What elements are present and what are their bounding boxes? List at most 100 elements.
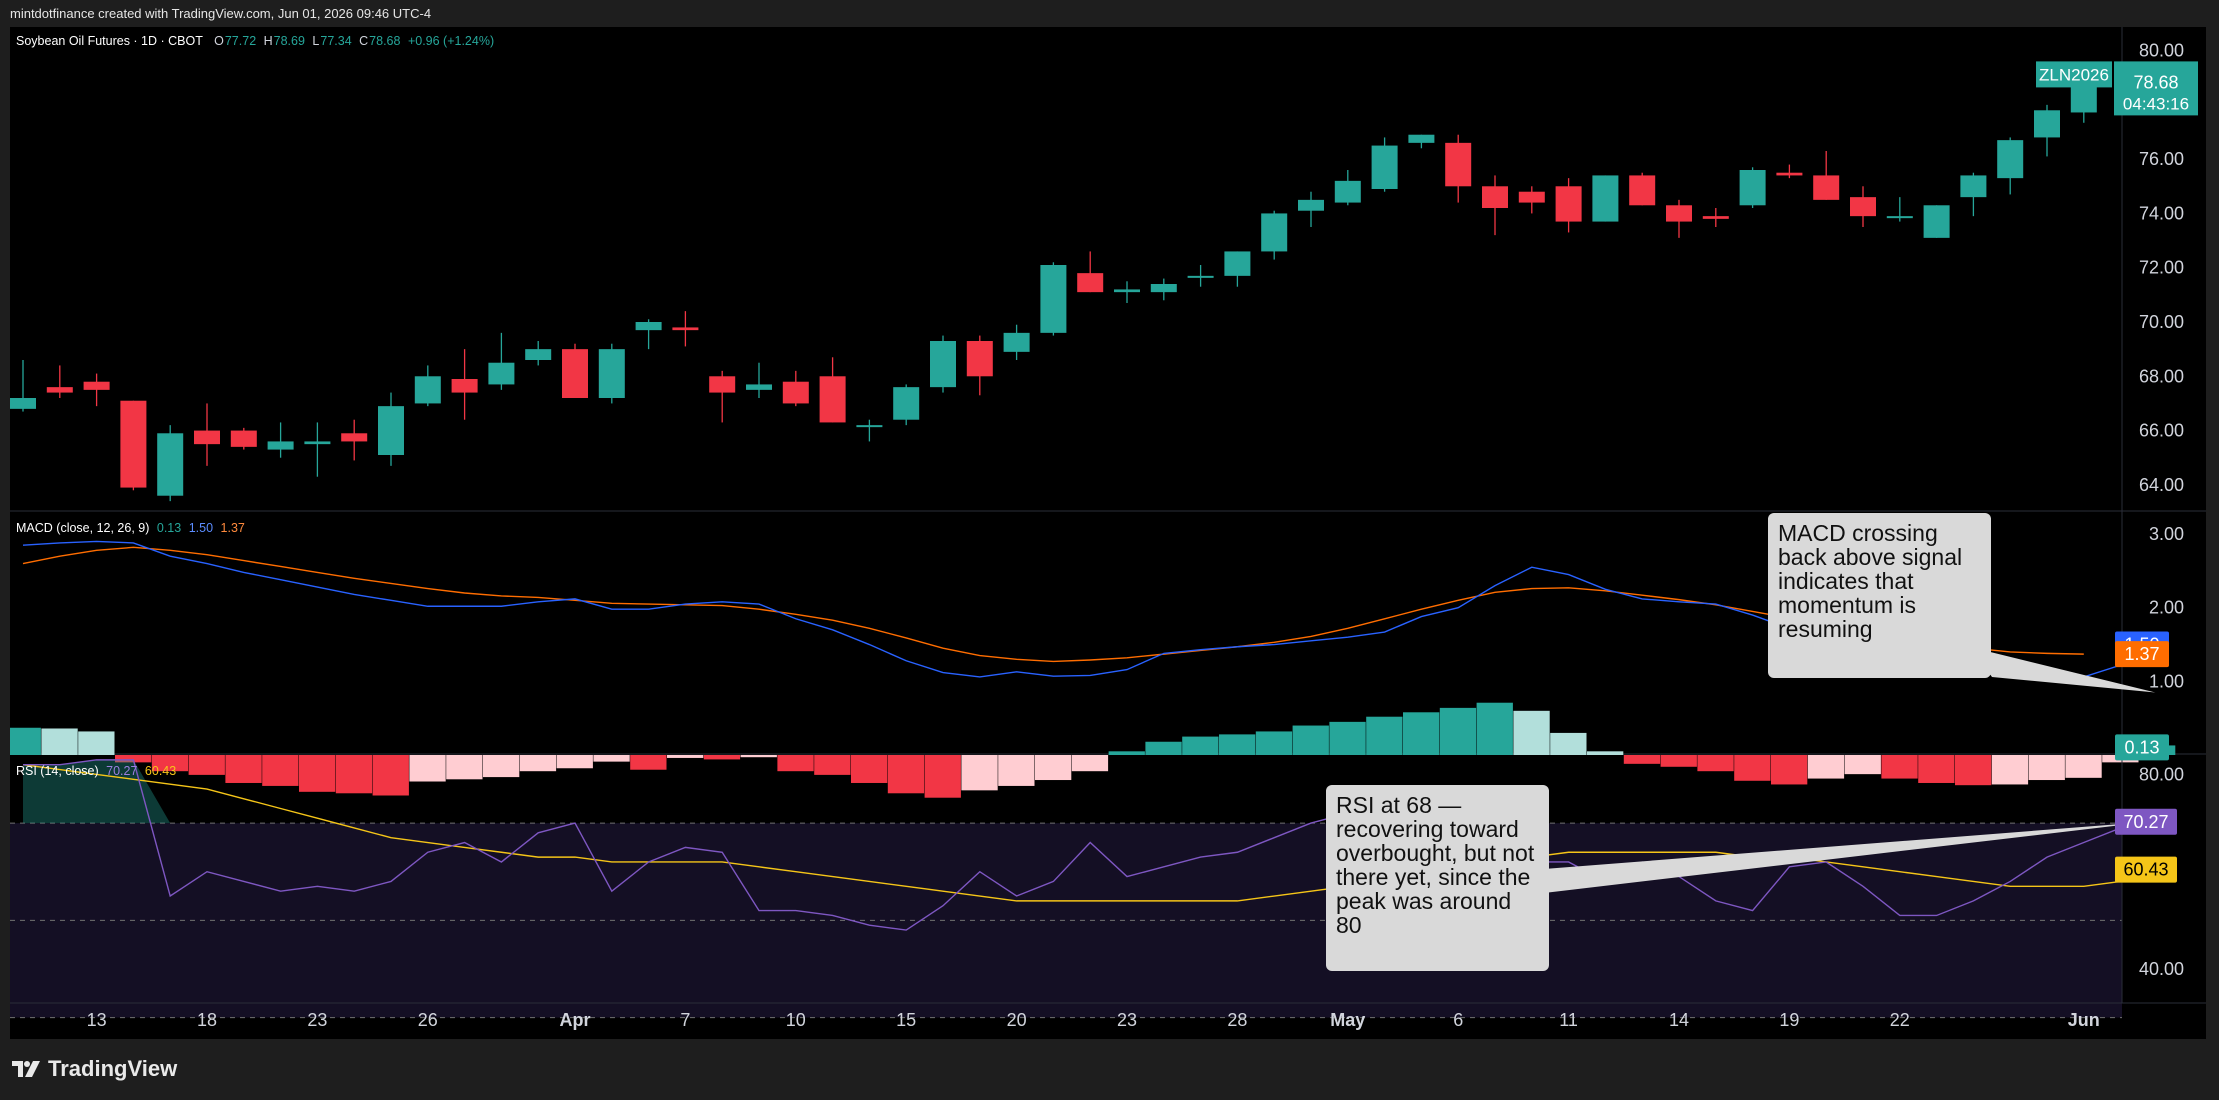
time-axis-label: 23	[307, 1010, 327, 1030]
chart-canvas[interactable]: 64.0066.0068.0070.0072.0074.0076.0078.00…	[10, 27, 2206, 1039]
candle-body	[1114, 289, 1140, 293]
candle-body	[267, 441, 294, 450]
macd-title: MACD (close, 12, 26, 9)	[16, 521, 150, 535]
hist-value-tag-text: 0.13	[2124, 737, 2159, 757]
candle-body	[930, 341, 956, 388]
rsi-value-tag	[2115, 808, 2177, 835]
candle-body	[1592, 175, 1619, 222]
tradingview-footer[interactable]: TradingView	[12, 1056, 177, 1082]
macd-annotation[interactable]: MACD crossing back above signal indicate…	[1768, 513, 1991, 678]
candle-body	[1666, 205, 1692, 222]
last-price-tag	[2114, 61, 2198, 116]
time-axis-label: 15	[896, 1010, 916, 1030]
close-value: 78.68	[369, 34, 401, 48]
macd-histogram-bar	[1071, 755, 1109, 772]
macd-histogram-bar	[887, 755, 925, 794]
rsi-title: RSI (14, close)	[16, 764, 99, 778]
high-value: 78.69	[273, 34, 305, 48]
candle-body	[635, 322, 662, 331]
candle-body	[1261, 213, 1288, 252]
rsi-ma-value: 60.43	[144, 764, 177, 778]
candle-body	[157, 433, 184, 496]
candle-body	[488, 362, 515, 385]
macd-histogram-bar	[41, 728, 78, 755]
time-axis-label: 19	[1779, 1010, 1799, 1030]
macd-histogram-bar	[1145, 741, 1182, 755]
macd-histogram-bar	[483, 755, 520, 778]
macd-histogram-bar	[1660, 755, 1697, 767]
macd-histogram-bar	[262, 755, 299, 786]
rsi-annotation[interactable]: RSI at 68 — recovering toward overbought…	[1326, 785, 1549, 971]
candle-body	[1629, 175, 1656, 206]
macd-histogram-bar	[1439, 707, 1477, 755]
candle-body	[1886, 216, 1913, 219]
rsi-line	[23, 759, 2158, 931]
candle-body	[1408, 134, 1435, 143]
price-axis-label: 64.00	[2139, 475, 2184, 495]
macd-histogram-bar	[1108, 751, 1145, 755]
rsi-overbought-fill	[23, 759, 171, 824]
time-axis-label: 13	[87, 1010, 107, 1030]
price-title: Soybean Oil Futures · 1D · CBOT	[16, 34, 203, 48]
candle-body	[1040, 265, 1067, 333]
macd-histogram-bar	[1292, 725, 1329, 755]
bar-countdown: 04:43:16	[2123, 94, 2189, 113]
chart-frame[interactable]: 64.0066.0068.0070.0072.0074.0076.0078.00…	[10, 27, 2206, 1039]
candle-body	[1187, 275, 1214, 278]
candle-body	[709, 376, 736, 393]
candle-body	[120, 400, 147, 488]
macd-callout-pointer	[1970, 647, 2156, 693]
close-label: C	[359, 34, 369, 48]
macd-histogram-bar	[115, 755, 152, 763]
rsi-axis-label: 40.00	[2139, 959, 2184, 979]
candle-body	[414, 376, 441, 404]
macd-signal-value: 1.37	[220, 521, 245, 535]
signal-value-tag-text: 1.37	[2124, 644, 2159, 664]
candle-body	[230, 430, 257, 447]
time-axis-label: Apr	[560, 1010, 591, 1030]
candle-body	[1997, 140, 2024, 179]
macd-line-value: 1.50	[188, 521, 214, 535]
macd-histogram-bar	[740, 755, 777, 758]
macd-histogram-bar	[593, 755, 630, 762]
footer-brand: TradingView	[48, 1056, 178, 1081]
candle-body	[1077, 273, 1104, 293]
macd-histogram-bar	[667, 755, 704, 758]
time-axis-label: 20	[1007, 1010, 1027, 1030]
macd-histogram-bar	[188, 755, 225, 775]
hist-value-tag	[2115, 734, 2169, 761]
candle-body	[1224, 251, 1251, 276]
candle-body	[1334, 180, 1361, 203]
time-axis-label: 14	[1669, 1010, 1689, 1030]
price-axis-label: 80.00	[2139, 41, 2184, 61]
macd-histogram-bar	[1550, 732, 1587, 755]
candle-body	[2034, 110, 2060, 138]
macd-histogram-bar	[1697, 755, 1734, 772]
rsi-legend: RSI (14, close) 70.27 60.43	[16, 764, 176, 778]
macd-histogram-bar	[1329, 721, 1366, 755]
macd-histogram-bar	[851, 755, 888, 783]
macd-histogram-bar	[703, 755, 741, 760]
symbol-tag	[2036, 61, 2112, 88]
candle-body	[1445, 142, 1472, 187]
macd-histogram-bar	[372, 755, 409, 796]
candle-body	[1739, 170, 1766, 206]
time-axis-label: 22	[1890, 1010, 1910, 1030]
candle-body	[746, 384, 772, 390]
candle-body	[304, 441, 331, 445]
candle-body	[1960, 175, 1987, 198]
candle-body	[525, 349, 552, 360]
macd-histogram-bar	[1991, 755, 2029, 785]
macd-histogram-bar	[998, 755, 1035, 786]
candle-body	[341, 433, 368, 442]
low-label: L	[312, 34, 320, 48]
macd-histogram-bar	[225, 755, 262, 783]
candle-body	[1702, 216, 1729, 219]
candle-body	[1776, 172, 1803, 176]
macd-axis-label: 2.00	[2149, 598, 2184, 618]
macd-axis-label: 1.00	[2149, 671, 2184, 691]
macd-histogram-bar	[299, 755, 336, 792]
macd-histogram-bar	[924, 755, 961, 798]
macd-histogram-bar	[1623, 755, 1661, 764]
candle-body	[1923, 205, 1950, 238]
